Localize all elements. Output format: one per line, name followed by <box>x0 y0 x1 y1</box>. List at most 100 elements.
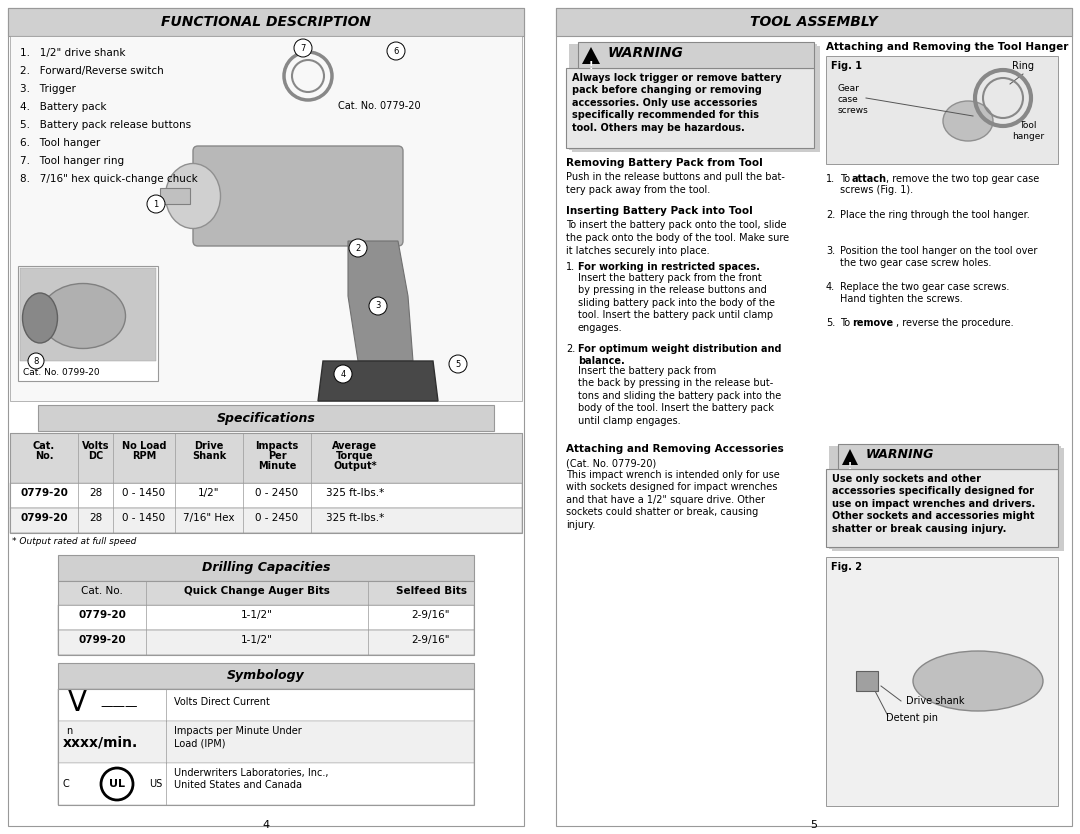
Bar <box>578 42 814 68</box>
Text: Fig. 1: Fig. 1 <box>831 61 862 71</box>
Text: 0 - 1450: 0 - 1450 <box>122 513 165 523</box>
Bar <box>58 581 474 605</box>
Text: C: C <box>63 779 69 789</box>
Text: 5: 5 <box>810 820 818 830</box>
Text: Push in the release buttons and pull the bat-
tery pack away from the tool.: Push in the release buttons and pull the… <box>566 172 785 195</box>
Text: 2: 2 <box>355 244 361 253</box>
Ellipse shape <box>943 101 993 141</box>
Circle shape <box>369 297 387 315</box>
Text: Cat. No. 0799-20: Cat. No. 0799-20 <box>23 368 99 377</box>
Text: xxxx/min.: xxxx/min. <box>63 735 138 749</box>
Text: Specifications: Specifications <box>217 411 315 425</box>
Bar <box>10 433 522 533</box>
Text: Impacts: Impacts <box>255 441 299 451</box>
Ellipse shape <box>913 651 1043 711</box>
Text: 0 - 2450: 0 - 2450 <box>256 488 298 498</box>
Text: Drilling Capacities: Drilling Capacities <box>202 561 330 575</box>
Bar <box>569 44 816 150</box>
Text: !: ! <box>848 462 852 471</box>
Text: Position the tool hanger on the tool over
the two gear case screw holes.: Position the tool hanger on the tool ove… <box>840 246 1038 269</box>
Text: 8.   7/16" hex quick-change chuck: 8. 7/16" hex quick-change chuck <box>21 174 198 184</box>
Text: Place the ring through the tool hanger.: Place the ring through the tool hanger. <box>840 210 1029 220</box>
Text: Tool
hanger: Tool hanger <box>1012 121 1044 141</box>
Text: Replace the two gear case screws.
Hand tighten the screws.: Replace the two gear case screws. Hand t… <box>840 282 1010 304</box>
Text: 325 ft-lbs.*: 325 ft-lbs.* <box>326 488 384 498</box>
Text: * Output rated at full speed: * Output rated at full speed <box>12 537 136 546</box>
Circle shape <box>334 365 352 383</box>
Text: 4.   Battery pack: 4. Battery pack <box>21 102 107 112</box>
Text: Volts Direct Current: Volts Direct Current <box>174 697 270 707</box>
Text: TOOL ASSEMBLY: TOOL ASSEMBLY <box>751 15 878 29</box>
Text: This impact wrench is intended only for use
with sockets designed for impact wre: This impact wrench is intended only for … <box>566 470 780 530</box>
Text: Detent pin: Detent pin <box>886 713 939 723</box>
Text: ———: ——— <box>100 701 137 714</box>
Text: To: To <box>840 318 853 328</box>
Ellipse shape <box>41 284 125 349</box>
Text: 1: 1 <box>153 199 159 208</box>
Text: , remove the two top gear case: , remove the two top gear case <box>886 174 1039 184</box>
Text: 3.   Trigger: 3. Trigger <box>21 84 76 94</box>
Text: 4: 4 <box>262 820 270 830</box>
Text: 4: 4 <box>340 369 346 379</box>
Bar <box>556 8 1072 826</box>
Bar <box>829 446 1061 549</box>
Circle shape <box>387 42 405 60</box>
Text: Shank: Shank <box>192 451 226 461</box>
Text: !: ! <box>589 61 593 71</box>
Text: V: V <box>68 689 87 717</box>
Text: To insert the battery pack onto the tool, slide
the pack onto the body of the to: To insert the battery pack onto the tool… <box>566 220 789 255</box>
Text: 28: 28 <box>89 488 103 498</box>
Text: 2.: 2. <box>566 344 576 354</box>
Bar <box>8 8 524 36</box>
Text: Torque: Torque <box>336 451 374 461</box>
Text: Gear
case
screws: Gear case screws <box>838 84 868 115</box>
Text: Always lock trigger or remove battery
pack before changing or removing
accessori: Always lock trigger or remove battery pa… <box>572 73 782 133</box>
Text: UL: UL <box>109 779 125 789</box>
Bar <box>826 557 1058 806</box>
Circle shape <box>294 39 312 57</box>
Circle shape <box>147 195 165 213</box>
Polygon shape <box>842 449 858 465</box>
Text: 6: 6 <box>393 47 399 56</box>
Text: , reverse the procedure.: , reverse the procedure. <box>896 318 1014 328</box>
Text: 1-1/2": 1-1/2" <box>241 610 273 620</box>
Text: 3: 3 <box>376 302 380 310</box>
Text: n: n <box>66 726 72 736</box>
Text: For working in restricted spaces.: For working in restricted spaces. <box>578 262 760 272</box>
Text: 2.   Forward/Reverse switch: 2. Forward/Reverse switch <box>21 66 164 76</box>
Bar <box>826 469 1058 547</box>
Text: 1.: 1. <box>826 174 835 184</box>
Ellipse shape <box>165 163 220 229</box>
Text: 7.   Tool hanger ring: 7. Tool hanger ring <box>21 156 124 166</box>
Bar <box>58 721 474 763</box>
Bar <box>58 581 474 655</box>
Text: 3.: 3. <box>826 246 835 256</box>
Polygon shape <box>318 361 438 401</box>
Text: 0799-20: 0799-20 <box>21 513 68 523</box>
Text: Output*: Output* <box>334 461 377 471</box>
Text: To: To <box>840 174 853 184</box>
Text: 5.   Battery pack release buttons: 5. Battery pack release buttons <box>21 120 191 130</box>
Text: 7: 7 <box>300 43 306 53</box>
Text: 0779-20: 0779-20 <box>78 610 126 620</box>
FancyBboxPatch shape <box>193 146 403 246</box>
Circle shape <box>28 353 44 369</box>
Bar <box>21 268 156 361</box>
Text: 1.   1/2" drive shank: 1. 1/2" drive shank <box>21 48 125 58</box>
Text: 2-9/16": 2-9/16" <box>411 610 450 620</box>
Bar <box>58 630 474 655</box>
Text: Quick Change Auger Bits: Quick Change Auger Bits <box>184 586 329 596</box>
Text: Impacts per Minute Under
Load (IPM): Impacts per Minute Under Load (IPM) <box>174 726 301 748</box>
Text: Drive: Drive <box>194 441 224 451</box>
Text: 0779-20: 0779-20 <box>21 488 68 498</box>
Text: US: US <box>149 779 163 789</box>
Bar <box>58 555 474 581</box>
Text: 8: 8 <box>33 356 39 365</box>
Text: Ring: Ring <box>1012 61 1034 71</box>
Polygon shape <box>582 47 600 64</box>
Text: Drive shank: Drive shank <box>906 696 964 706</box>
Text: Insert the battery pack from the front
by pressing in the release buttons and
sl: Insert the battery pack from the front b… <box>578 273 775 333</box>
Polygon shape <box>348 241 413 361</box>
Bar <box>58 663 474 689</box>
Text: Inserting Battery Pack into Tool: Inserting Battery Pack into Tool <box>566 206 753 216</box>
